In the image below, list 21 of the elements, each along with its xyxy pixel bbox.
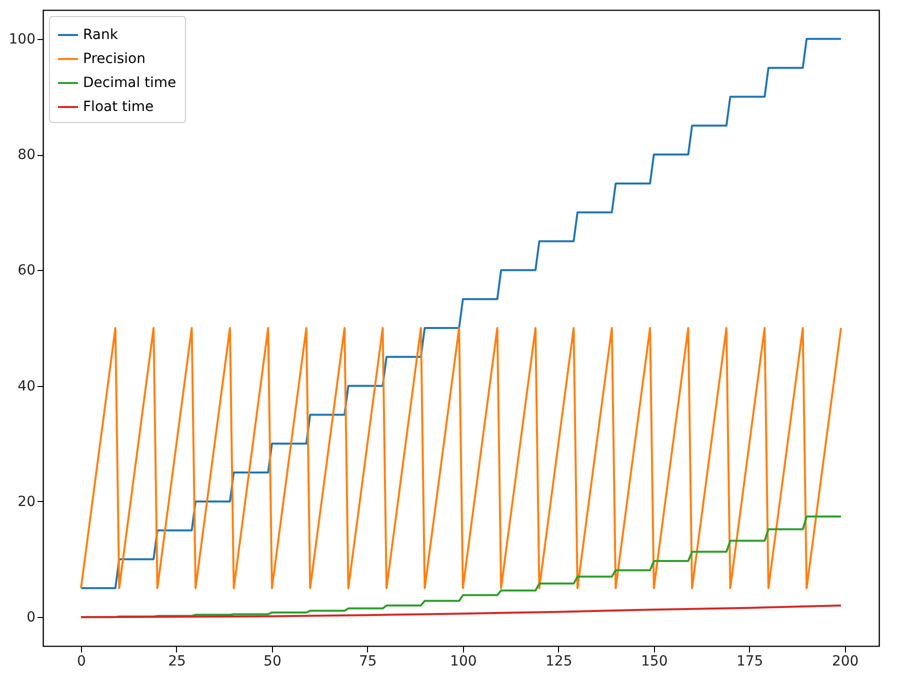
legend-label: Decimal time (83, 75, 176, 91)
y-tick-label: 80 (18, 147, 36, 164)
legend-label: Rank (83, 27, 119, 43)
x-tick-label: 75 (359, 654, 377, 670)
y-tick-label: 100 (8, 31, 36, 48)
line-series (80, 38, 842, 590)
x-tick-label: 50 (264, 654, 282, 670)
x-tick-label: 125 (546, 654, 572, 670)
x-tick-label: 0 (77, 654, 86, 670)
line-series (80, 604, 842, 618)
x-tick-label: 25 (168, 654, 186, 670)
y-tick-label: 0 (26, 610, 36, 626)
x-tick-label: 150 (640, 654, 668, 670)
legend-label: Precision (83, 51, 146, 67)
y-tick-label: 60 (18, 262, 36, 279)
x-tick-label: 200 (832, 654, 859, 670)
x-tick-label: 100 (450, 654, 477, 670)
legend-label: Float time (83, 99, 154, 115)
x-tick-label: 175 (736, 654, 764, 670)
y-tick-label: 20 (18, 494, 36, 510)
y-tick-label: 40 (18, 378, 36, 394)
